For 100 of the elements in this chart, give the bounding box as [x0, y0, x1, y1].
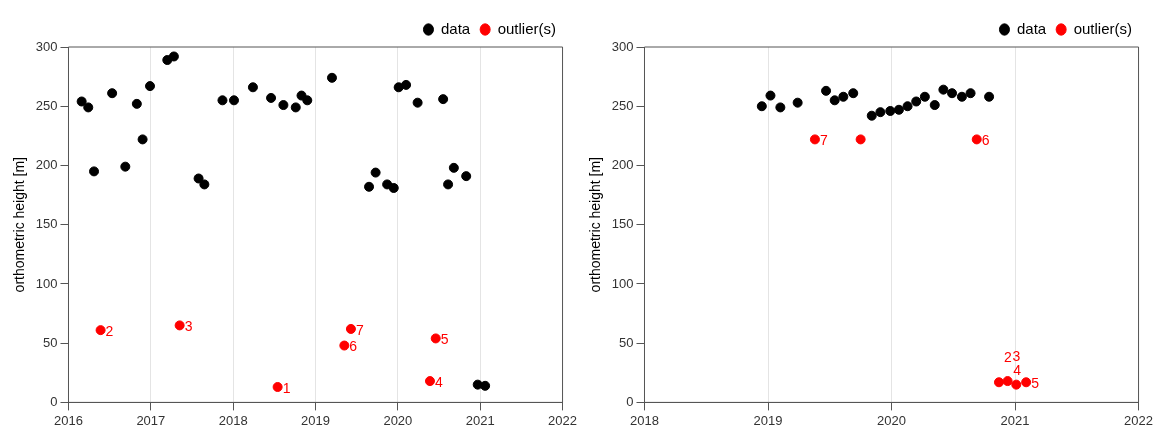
point	[412, 97, 423, 108]
annotation: 2	[1003, 349, 1012, 366]
y-axis-title: orthometric height [m]	[11, 157, 28, 293]
annotation: 6	[981, 132, 990, 149]
annotation: 5	[1031, 375, 1040, 392]
y-tick-label: 150	[611, 216, 634, 232]
point	[174, 320, 185, 331]
annotation: 4	[1013, 362, 1022, 379]
point	[919, 91, 930, 102]
point	[756, 101, 767, 112]
x-tick-label: 2019	[301, 412, 330, 428]
point	[107, 88, 118, 99]
x-tick-label: 2021	[465, 412, 495, 428]
x-tick-label: 2022	[548, 412, 577, 428]
x-tick-label: 2022	[1124, 412, 1153, 428]
point	[193, 173, 204, 184]
point	[120, 161, 131, 172]
legend-label: outlier(s)	[497, 19, 557, 37]
point	[885, 105, 896, 116]
point	[302, 95, 313, 106]
annotation: 4	[434, 373, 443, 390]
point	[131, 98, 142, 109]
y-tick-label: 200	[35, 157, 58, 173]
annotation: 7	[819, 132, 828, 149]
point	[326, 72, 337, 83]
legend-label: outlier(s)	[1073, 19, 1133, 37]
y-tick-label: 0	[50, 393, 58, 409]
point	[345, 323, 356, 334]
point	[76, 96, 87, 107]
point	[875, 107, 886, 118]
point	[984, 91, 995, 102]
point	[480, 380, 491, 391]
point	[199, 179, 210, 190]
x-tick-label: 2020	[877, 412, 906, 428]
point	[1011, 379, 1022, 390]
y-tick-label: 300	[611, 38, 634, 54]
point	[829, 95, 840, 106]
point	[929, 100, 940, 111]
point	[775, 102, 786, 113]
y-tick-label: 50	[43, 334, 58, 350]
point	[971, 134, 982, 145]
annotation: 2	[105, 322, 114, 339]
point	[424, 376, 435, 387]
point	[448, 162, 459, 173]
y-tick-label: 100	[611, 275, 634, 291]
point	[272, 382, 283, 392]
point	[947, 88, 958, 99]
point	[370, 167, 381, 178]
point	[364, 181, 375, 192]
point	[893, 104, 904, 115]
x-tick-label: 2020	[383, 412, 413, 428]
annotation: 6	[349, 338, 358, 355]
point	[137, 134, 148, 145]
point	[848, 88, 859, 99]
y-axis-title: orthometric height [m]	[587, 157, 604, 293]
point	[965, 88, 976, 99]
point	[438, 94, 449, 105]
annotation: 3	[184, 318, 193, 335]
point	[1021, 377, 1032, 388]
legend-label: data	[440, 19, 471, 37]
point	[278, 100, 289, 111]
y-tick-label: 50	[619, 334, 634, 350]
y-tick-label: 200	[611, 157, 634, 173]
x-tick-label: 2018	[218, 412, 248, 428]
y-tick-label: 150	[35, 216, 58, 232]
point	[765, 90, 776, 101]
annotation: 3	[1012, 347, 1021, 364]
point	[443, 179, 454, 190]
point	[217, 95, 228, 106]
point	[938, 84, 949, 95]
point	[145, 81, 156, 92]
point	[95, 325, 106, 336]
point	[821, 85, 832, 96]
x-tick-label: 2017	[136, 412, 166, 428]
point	[388, 182, 399, 193]
point	[866, 110, 877, 121]
point	[229, 95, 239, 106]
point	[89, 166, 100, 177]
point	[83, 102, 94, 113]
point	[956, 91, 967, 102]
point	[855, 134, 866, 145]
y-tick-label: 250	[611, 97, 634, 113]
x-tick-label: 2019	[753, 412, 783, 428]
point	[247, 82, 258, 93]
point	[1002, 376, 1013, 387]
point	[809, 134, 820, 145]
y-tick-label: 100	[35, 275, 58, 291]
annotation: 7	[355, 321, 364, 338]
point	[461, 171, 472, 182]
point	[266, 92, 277, 103]
point	[401, 79, 412, 90]
point	[168, 51, 179, 62]
point	[339, 340, 350, 351]
annotation: 5	[440, 331, 449, 348]
x-tick-label: 2018	[630, 412, 659, 428]
point	[993, 377, 1004, 388]
point	[792, 97, 803, 108]
point	[838, 91, 849, 102]
y-tick-label: 300	[35, 38, 58, 54]
point	[911, 96, 922, 107]
